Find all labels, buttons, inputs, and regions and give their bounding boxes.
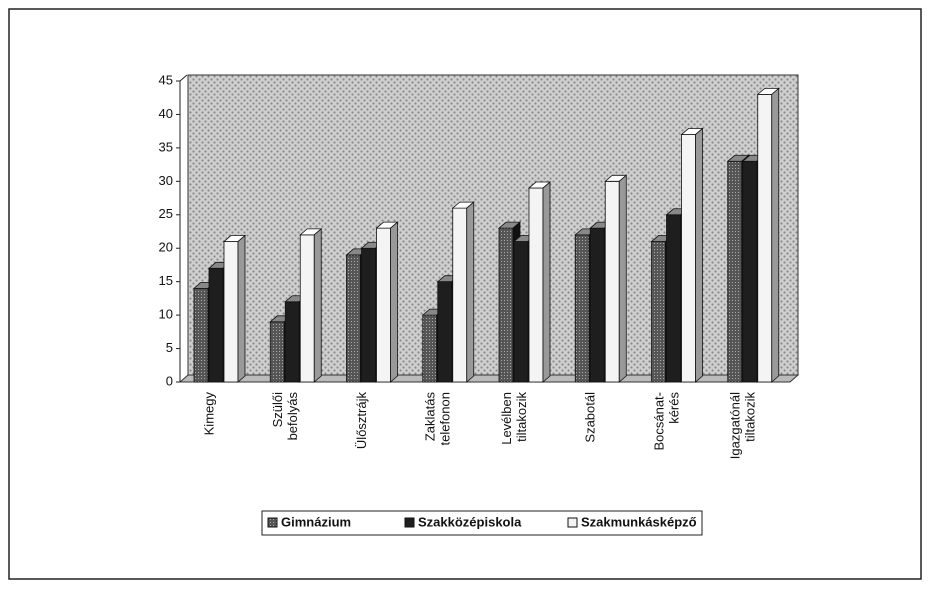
bar-front <box>346 254 361 383</box>
bar-side <box>542 181 551 383</box>
bar-front <box>742 160 758 383</box>
bar-front <box>223 241 239 383</box>
bar-front <box>528 187 544 383</box>
bar <box>451 201 475 383</box>
x-tick-label: telefonon <box>438 392 453 446</box>
bar-front <box>361 247 376 383</box>
bar <box>604 174 628 383</box>
y-tick-label: 5 <box>166 340 173 355</box>
bar <box>680 127 704 383</box>
bar-front <box>284 301 300 383</box>
bar-front <box>513 241 529 383</box>
bar-front <box>498 227 514 383</box>
bar <box>756 87 780 383</box>
bar-front <box>208 267 224 383</box>
y-tick-label: 0 <box>166 373 173 388</box>
x-tick-label: Zaklatás <box>423 392 438 442</box>
y-tick-label: 45 <box>159 72 173 87</box>
bar-front <box>269 321 285 383</box>
legend-swatch <box>404 517 415 528</box>
bar <box>222 234 247 383</box>
bar-front <box>437 281 453 383</box>
y-tick-label: 40 <box>159 106 173 121</box>
bar-front <box>727 160 743 383</box>
x-tick-label: tiltakozik <box>743 392 758 442</box>
bar <box>299 227 323 383</box>
bar-front <box>376 227 391 383</box>
bar-front <box>651 241 666 383</box>
bar-front <box>666 214 681 383</box>
bar-front <box>193 287 209 383</box>
y-tick-label: 10 <box>159 307 173 322</box>
bar-side <box>313 227 322 383</box>
y-axis-depth <box>179 74 188 82</box>
bar-side <box>618 174 627 383</box>
bar-side <box>237 234 246 383</box>
y-tick-label: 30 <box>159 173 173 188</box>
legend-swatch <box>567 517 578 528</box>
y-tick-label: 20 <box>159 240 173 255</box>
legend-label: Gimnázium <box>281 514 351 529</box>
legend-label: Szakmunkásképző <box>581 514 697 529</box>
bar-front <box>452 207 468 383</box>
x-tick-label: Ülősztrájk <box>354 392 369 450</box>
bar-side <box>695 127 703 383</box>
bar-side <box>466 201 475 383</box>
bar-side <box>390 221 398 383</box>
x-tick-label: Levélben <box>499 392 514 445</box>
bar-side <box>771 87 780 383</box>
bar-front <box>422 314 438 383</box>
x-tick-label: Igazgatónál <box>728 392 743 459</box>
frame <box>8 8 922 580</box>
x-tick-label: Kimegy <box>201 392 216 436</box>
bar-front <box>589 227 605 383</box>
x-tick-label: Bocsánat- <box>651 392 666 451</box>
bar-front <box>681 134 696 383</box>
bar-front <box>574 234 590 383</box>
bar <box>527 181 552 383</box>
y-tick-label: 35 <box>159 139 173 154</box>
x-tick-label: befolyás <box>285 392 300 441</box>
x-tick-label: Szülői <box>270 392 285 428</box>
legend-label: Szakközépiskola <box>418 514 522 529</box>
y-tick-label: 15 <box>159 273 173 288</box>
bar-front <box>757 93 773 383</box>
bar <box>375 221 399 383</box>
x-tick-label: Szabotál <box>583 392 598 443</box>
bar-front <box>604 180 620 383</box>
bar-front <box>299 234 315 383</box>
legend <box>261 510 703 536</box>
x-tick-label: tiltakozik <box>514 392 529 442</box>
x-tick-label: kérés <box>666 392 681 424</box>
legend-swatch <box>267 517 278 528</box>
y-tick-label: 25 <box>159 206 173 221</box>
